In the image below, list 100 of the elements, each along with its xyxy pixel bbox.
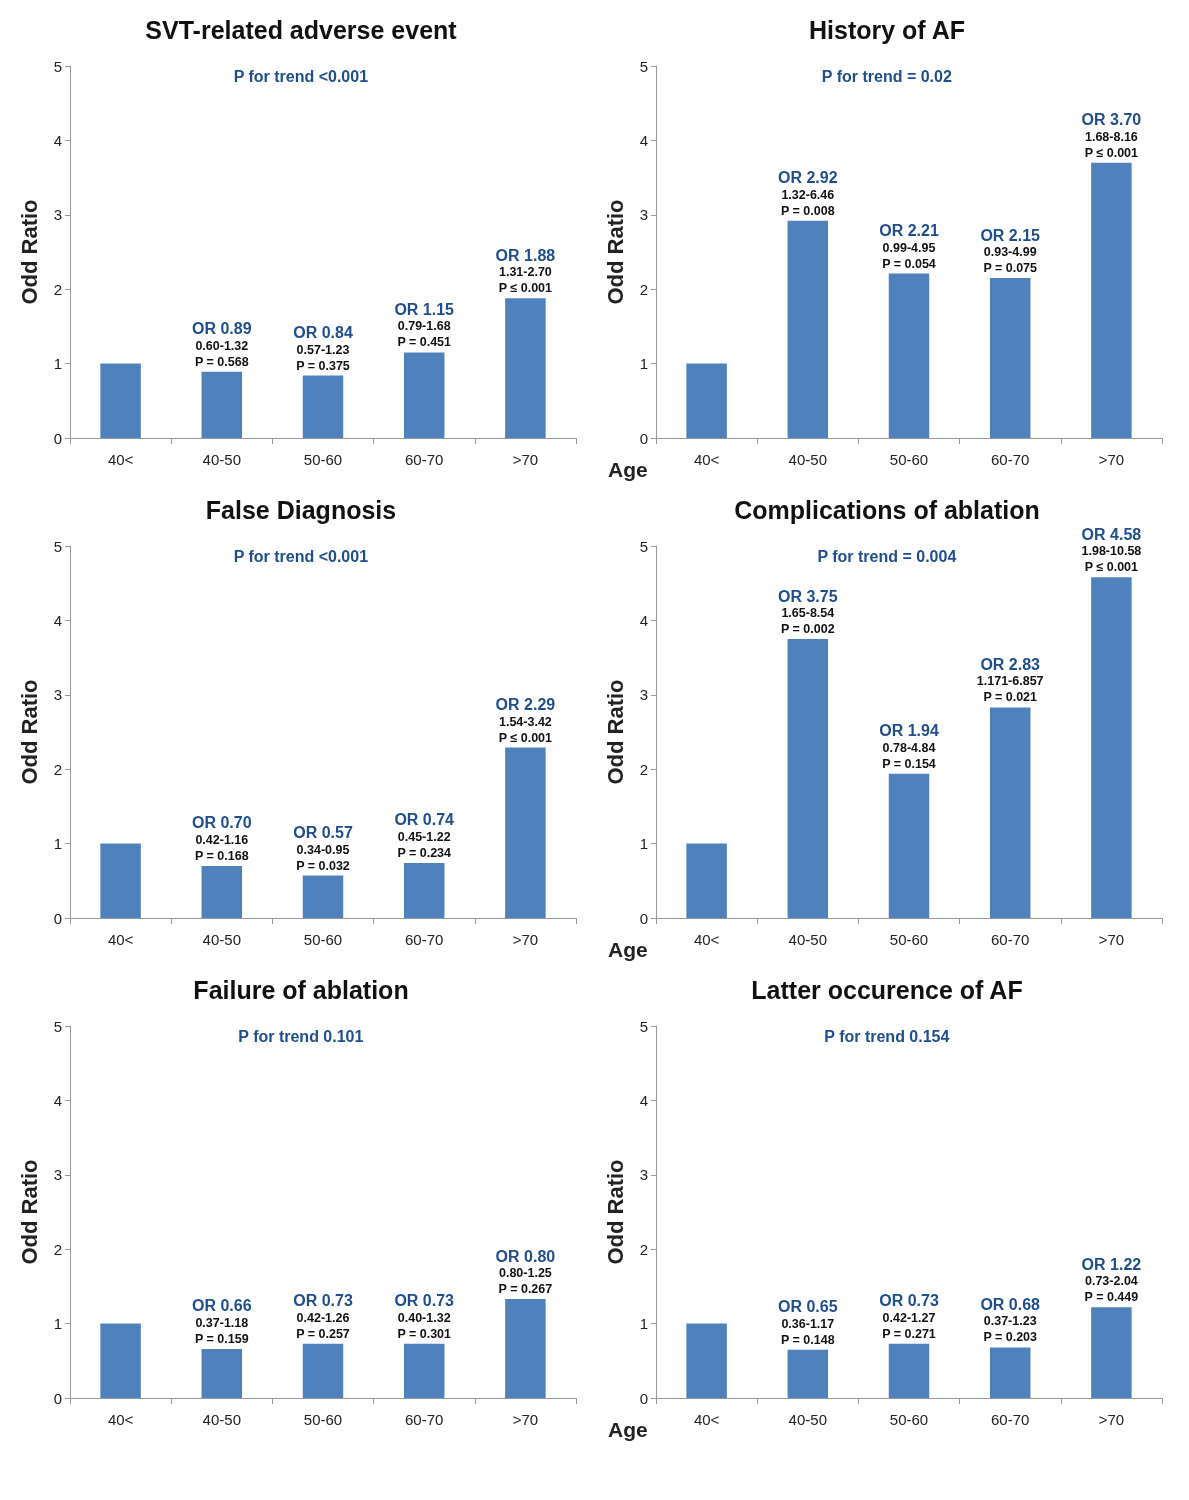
bar xyxy=(787,639,829,918)
annotation: P for trend <0.001 xyxy=(233,67,369,85)
y-tick-label: 0 xyxy=(639,1389,648,1407)
y-tick-label: 0 xyxy=(639,429,648,447)
bar xyxy=(302,1343,344,1398)
x-tick-label: 40< xyxy=(693,451,720,468)
annotation: OR 2.21 0.99-4.95 P = 0.054 xyxy=(879,222,939,271)
y-tick-label: 3 xyxy=(53,1166,62,1184)
chart-title: Latter occurence of AF xyxy=(751,975,1023,1004)
y-tick-label: 2 xyxy=(639,1240,648,1258)
annotation: OR 0.57 0.34-0.95 P = 0.032 xyxy=(293,824,353,873)
y-tick-label: 5 xyxy=(53,537,62,555)
annotation: OR 0.68 0.37-1.23 P = 0.203 xyxy=(980,1295,1041,1345)
annotation: P for trend = 0.004 xyxy=(817,547,957,565)
annotation: P for trend 0.154 xyxy=(824,1027,950,1045)
chart-title: False Diagnosis xyxy=(205,495,397,524)
bar xyxy=(403,1343,445,1398)
y-tick-label: 5 xyxy=(639,1017,648,1035)
chart-title: Failure of ablation xyxy=(193,975,409,1004)
bar xyxy=(1091,1307,1132,1398)
annotation: OR 1.15 0.79-1.68 P = 0.451 xyxy=(394,300,455,350)
bar xyxy=(787,220,829,438)
x-tick-label: 40< xyxy=(693,1411,720,1428)
x-tick-label: 50-60 xyxy=(303,1411,343,1428)
x-tick-label: >70 xyxy=(1098,1411,1125,1428)
y-tick-label: 5 xyxy=(639,57,648,75)
bar xyxy=(888,1343,930,1398)
x-tick-label: 50-60 xyxy=(889,451,929,468)
x-tick-label: >70 xyxy=(512,1411,539,1428)
y-tick-label: 1 xyxy=(53,1315,62,1333)
annotation: OR 0.80 0.80-1.25 P = 0.267 xyxy=(495,1247,556,1297)
bar xyxy=(888,773,930,918)
bar xyxy=(989,278,1031,438)
y-tick-label: 2 xyxy=(53,760,62,778)
x-axis-title: Age xyxy=(608,458,648,481)
x-tick-label: 60-70 xyxy=(991,451,1030,468)
x-tick-label: 40-50 xyxy=(788,931,827,948)
bar xyxy=(686,1323,727,1398)
bar xyxy=(989,707,1031,918)
y-tick-label: 4 xyxy=(639,1091,648,1109)
y-axis-title: Odd Ratio xyxy=(16,199,42,305)
bar xyxy=(403,862,445,918)
y-tick-label: 4 xyxy=(53,611,62,629)
x-tick-label: 40< xyxy=(107,1411,134,1428)
bar xyxy=(201,371,243,438)
bar xyxy=(505,1299,546,1398)
bar xyxy=(100,843,141,918)
bar xyxy=(787,1349,829,1398)
y-tick-label: 0 xyxy=(53,909,62,927)
x-tick-label: 40< xyxy=(107,931,134,948)
annotation: OR 2.15 0.93-4.99 P = 0.075 xyxy=(980,226,1041,276)
x-tick-label: 40-50 xyxy=(202,1411,241,1428)
x-tick-label: >70 xyxy=(512,931,539,948)
y-axis-title: Odd Ratio xyxy=(602,199,628,305)
y-tick-label: 2 xyxy=(53,280,62,298)
y-tick-label: 5 xyxy=(639,537,648,555)
x-tick-label: 60-70 xyxy=(405,931,444,948)
x-tick-label: >70 xyxy=(1098,931,1125,948)
annotation: OR 1.88 1.31-2.70 P ≤ 0.001 xyxy=(495,246,556,296)
x-tick-label: 60-70 xyxy=(405,451,444,468)
annotation: OR 4.58 1.98-10.58 P ≤ 0.001 xyxy=(1081,525,1142,575)
x-tick-label: >70 xyxy=(512,451,539,468)
y-axis-title: Odd Ratio xyxy=(16,679,42,785)
annotation: OR 2.29 1.54-3.42 P ≤ 0.001 xyxy=(495,696,556,745)
y-axis-title: Odd Ratio xyxy=(602,1159,628,1265)
y-tick-label: 1 xyxy=(639,1315,648,1333)
y-tick-label: 1 xyxy=(53,355,62,373)
x-tick-label: 60-70 xyxy=(405,1411,444,1428)
bar xyxy=(505,747,546,918)
annotation: OR 3.70 1.68-8.16 P ≤ 0.001 xyxy=(1081,111,1142,160)
annotation: OR 0.66 0.37-1.18 P = 0.159 xyxy=(192,1297,252,1346)
y-tick-label: 1 xyxy=(639,835,648,853)
y-tick-label: 3 xyxy=(53,206,62,224)
bar xyxy=(686,363,727,438)
annotation: OR 2.83 1.171-6.857 P = 0.021 xyxy=(976,655,1044,705)
annotation: OR 3.75 1.65-8.54 P = 0.002 xyxy=(778,587,838,636)
annotation: OR 0.74 0.45-1.22 P = 0.234 xyxy=(394,811,455,860)
annotation: OR 0.65 0.36-1.17 P = 0.148 xyxy=(778,1298,838,1347)
y-tick-label: 3 xyxy=(639,1166,648,1184)
bar xyxy=(1091,162,1132,438)
y-tick-label: 4 xyxy=(639,611,648,629)
annotation: OR 0.73 0.40-1.32 P = 0.301 xyxy=(394,1292,455,1341)
y-tick-label: 4 xyxy=(53,1091,62,1109)
x-tick-label: 40< xyxy=(693,931,720,948)
annotation: P for trend = 0.02 xyxy=(821,67,952,85)
y-tick-label: 2 xyxy=(639,280,648,298)
y-tick-label: 5 xyxy=(53,1017,62,1035)
x-axis-title: Age xyxy=(608,938,648,961)
y-tick-label: 0 xyxy=(53,429,62,447)
annotation: OR 0.70 0.42-1.16 P = 0.168 xyxy=(192,814,252,863)
x-tick-label: 50-60 xyxy=(889,931,929,948)
x-tick-label: 40-50 xyxy=(788,1411,827,1428)
x-tick-label: >70 xyxy=(1098,451,1125,468)
chart-title: SVT-related adverse event xyxy=(145,15,458,44)
y-tick-label: 3 xyxy=(639,206,648,224)
x-tick-label: 40-50 xyxy=(202,931,241,948)
bar xyxy=(302,375,344,438)
chart-title: Complications of ablation xyxy=(734,495,1040,524)
y-tick-label: 1 xyxy=(639,355,648,373)
bar xyxy=(888,273,930,438)
